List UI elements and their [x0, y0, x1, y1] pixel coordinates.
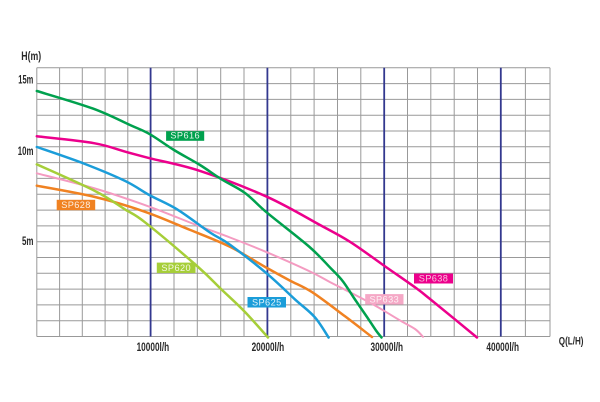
svg-text:Q(L/H): Q(L/H)	[559, 335, 584, 347]
svg-text:10000l/h: 10000l/h	[137, 342, 170, 354]
svg-text:5m: 5m	[22, 234, 34, 248]
svg-text:20000l/h: 20000l/h	[252, 342, 285, 354]
svg-text:SP625: SP625	[252, 297, 282, 307]
svg-text:H(m): H(m)	[21, 49, 41, 63]
svg-text:40000l/h: 40000l/h	[486, 342, 519, 354]
svg-text:SP616: SP616	[170, 131, 200, 141]
svg-text:SP628: SP628	[61, 200, 91, 210]
svg-text:30000l/h: 30000l/h	[371, 342, 404, 354]
svg-text:SP620: SP620	[161, 263, 191, 273]
svg-text:15m: 15m	[18, 72, 33, 86]
svg-text:SP633: SP633	[370, 294, 400, 304]
svg-text:SP638: SP638	[419, 273, 449, 283]
svg-text:10m: 10m	[18, 144, 34, 158]
